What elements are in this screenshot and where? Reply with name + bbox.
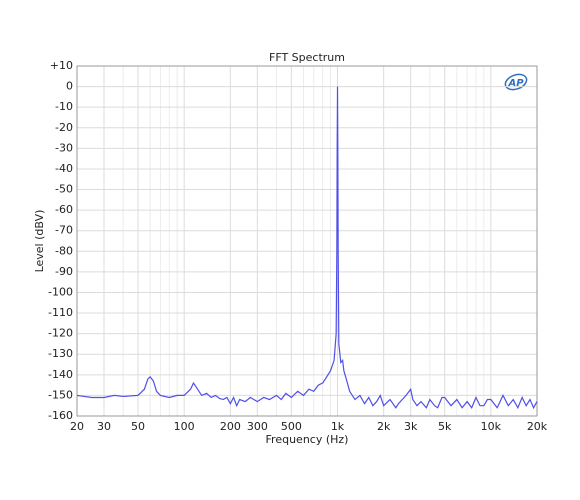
y-tick-label: -20 bbox=[55, 121, 73, 134]
y-tick-label: -70 bbox=[55, 224, 73, 237]
chart-title: FFT Spectrum bbox=[269, 51, 345, 64]
logo-text: AP bbox=[507, 78, 524, 89]
y-tick-label: -30 bbox=[55, 141, 73, 154]
spectrum-line bbox=[76, 86, 538, 410]
y-tick-label: -40 bbox=[55, 162, 73, 175]
x-tick-label: 500 bbox=[281, 420, 302, 433]
y-tick-label: -50 bbox=[55, 183, 73, 196]
y-tick-label: -140 bbox=[48, 368, 73, 381]
x-tick-label: 50 bbox=[131, 420, 145, 433]
y-axis-label: Level (dBV) bbox=[33, 210, 46, 273]
logo: AP bbox=[504, 73, 528, 91]
x-tick-label: 200 bbox=[220, 420, 241, 433]
x-tick-label: 5k bbox=[438, 420, 452, 433]
y-tick-label: -160 bbox=[48, 409, 73, 422]
x-tick-label: 100 bbox=[174, 420, 195, 433]
y-tick-label: -60 bbox=[55, 203, 73, 216]
y-tick-label: -80 bbox=[55, 244, 73, 257]
x-tick-label: 10k bbox=[481, 420, 502, 433]
y-tick-label: -100 bbox=[48, 285, 73, 298]
y-tick-label: -110 bbox=[48, 306, 73, 319]
x-tick-label: 20k bbox=[527, 420, 548, 433]
x-tick-label: 1k bbox=[331, 420, 345, 433]
y-tick-label: -130 bbox=[48, 347, 73, 360]
plot-frame bbox=[76, 65, 538, 417]
y-tick-label: -10 bbox=[55, 100, 73, 113]
x-axis-label: Frequency (Hz) bbox=[266, 433, 349, 446]
y-tick-label: 0 bbox=[66, 80, 73, 93]
x-tick-label: 30 bbox=[97, 420, 111, 433]
y-tick-label: -150 bbox=[48, 388, 73, 401]
y-tick-label: -120 bbox=[48, 327, 73, 340]
x-tick-label: 300 bbox=[247, 420, 268, 433]
x-tick-label: 2k bbox=[377, 420, 391, 433]
x-tick-label: 3k bbox=[404, 420, 418, 433]
y-tick-label: -90 bbox=[55, 265, 73, 278]
y-tick-label: +10 bbox=[50, 59, 73, 72]
x-tick-label: 20 bbox=[70, 420, 84, 433]
